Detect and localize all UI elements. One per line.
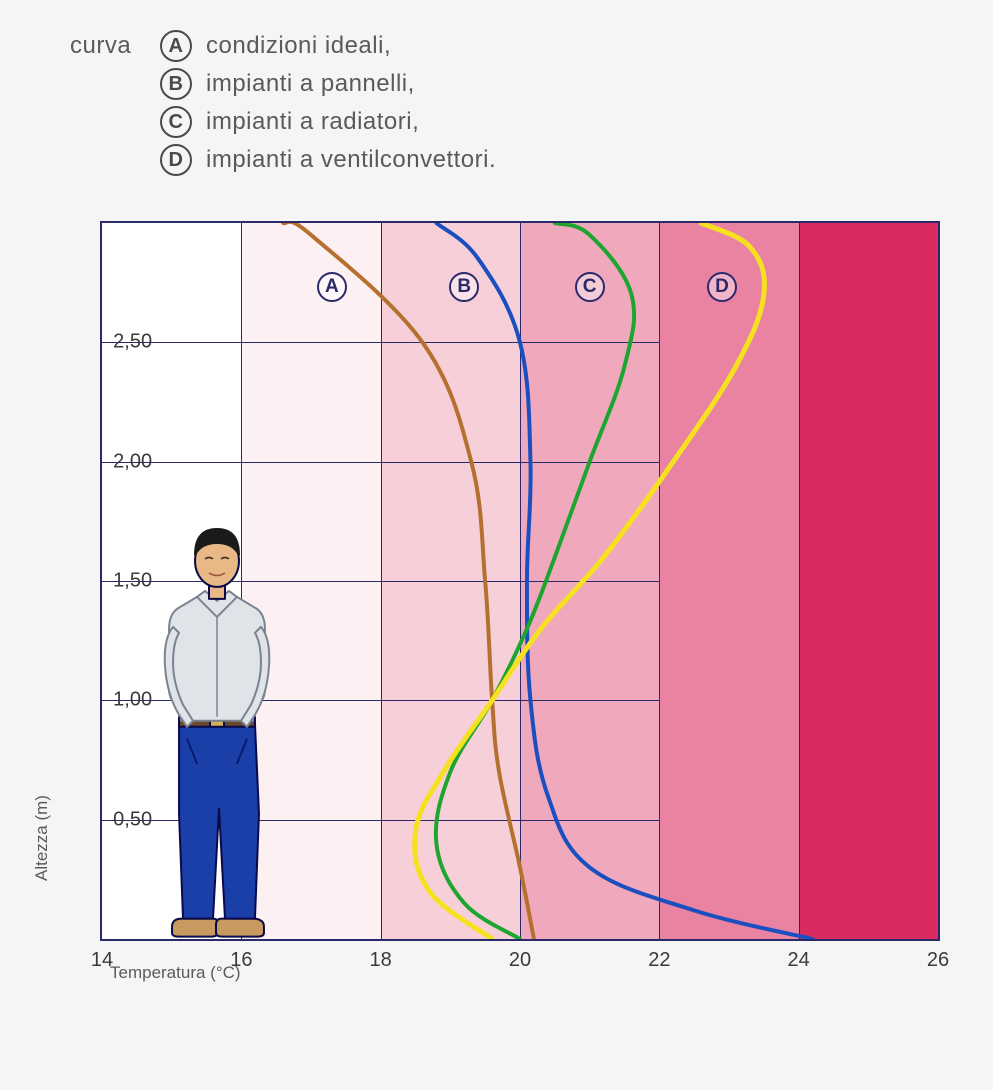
y-tick-label: 2,50 bbox=[113, 331, 166, 354]
y-tick-label: 2,00 bbox=[113, 450, 166, 473]
curve-marker-c: C bbox=[575, 272, 605, 302]
grid-line-h bbox=[102, 462, 659, 463]
legend-row: B impianti a pannelli, bbox=[70, 68, 953, 100]
x-tick-label: 26 bbox=[927, 939, 949, 972]
y-tick-label: 1,50 bbox=[113, 570, 166, 593]
curve-marker-b: B bbox=[449, 272, 479, 302]
legend: curva A condizioni ideali, B impianti a … bbox=[70, 30, 953, 176]
grid-line-h bbox=[102, 820, 659, 821]
x-tick-label: 20 bbox=[509, 939, 531, 972]
legend-row: D impianti a ventilconvettori. bbox=[70, 144, 953, 176]
legend-prefix: curva bbox=[70, 32, 160, 60]
grid-line-v bbox=[659, 223, 660, 939]
x-tick-label: 14 bbox=[91, 939, 113, 972]
y-tick-label: 1,00 bbox=[113, 689, 166, 712]
legend-badge-d: D bbox=[160, 144, 192, 176]
grid-line-h bbox=[102, 342, 659, 343]
x-tick-label: 22 bbox=[648, 939, 670, 972]
legend-badge-a: A bbox=[160, 30, 192, 62]
legend-text-c: impianti a radiatori, bbox=[206, 108, 419, 136]
color-band bbox=[799, 223, 938, 939]
y-axis-title: Altezza (m) bbox=[32, 795, 52, 881]
legend-badge-c: C bbox=[160, 106, 192, 138]
legend-badge-b: B bbox=[160, 68, 192, 100]
legend-text-d: impianti a ventilconvettori. bbox=[206, 146, 496, 174]
curve-marker-d: D bbox=[707, 272, 737, 302]
legend-row: C impianti a radiatori, bbox=[70, 106, 953, 138]
legend-text-a: condizioni ideali, bbox=[206, 32, 391, 60]
x-axis-title: Temperatura (°C) bbox=[110, 963, 241, 983]
x-tick-label: 24 bbox=[788, 939, 810, 972]
legend-text-b: impianti a pannelli, bbox=[206, 70, 415, 98]
x-tick-label: 18 bbox=[370, 939, 392, 972]
legend-row: curva A condizioni ideali, bbox=[70, 30, 953, 62]
grid-line-h bbox=[102, 700, 659, 701]
grid-line-v bbox=[799, 223, 800, 939]
curve-marker-a: A bbox=[317, 272, 347, 302]
grid-line-h bbox=[102, 581, 659, 582]
color-band bbox=[659, 223, 798, 939]
plot-area: 141618202224260,501,001,502,002,50 bbox=[100, 221, 940, 941]
chart: Altezza (m) Temperatura (°C) 14161820222… bbox=[100, 221, 953, 941]
y-tick-label: 0,50 bbox=[113, 808, 166, 831]
x-tick-label: 16 bbox=[230, 939, 252, 972]
